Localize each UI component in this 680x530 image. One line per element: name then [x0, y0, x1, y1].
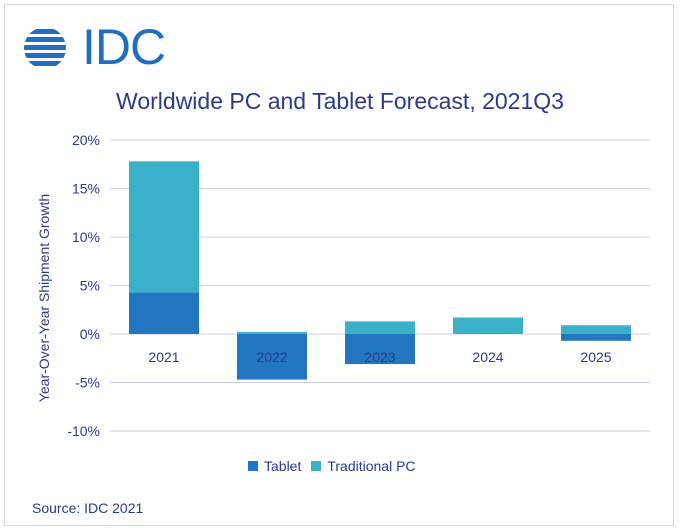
- bar-tablet-2025: [561, 334, 631, 341]
- legend-item-traditional-pc: Traditional PC: [311, 458, 416, 474]
- x-tick-label: 2022: [256, 349, 287, 365]
- bar-tablet-2023: [345, 334, 415, 365]
- source-note: Source: IDC 2021: [32, 500, 144, 516]
- logo-wordmark: IDC: [82, 19, 166, 75]
- legend-swatch-tablet: [248, 461, 258, 471]
- y-tick-label: -5%: [75, 375, 100, 391]
- y-tick-label: 15%: [72, 181, 100, 197]
- legend-swatch-traditional-pc: [311, 461, 322, 471]
- bar-traditional-pc-2021: [129, 161, 199, 293]
- bar-traditional-pc-2025: [561, 325, 631, 334]
- globe-icon: [24, 29, 66, 66]
- bar-traditional-pc-2024: [453, 317, 523, 334]
- x-tick-label: 2021: [148, 349, 179, 365]
- legend: Tablet Traditional PC: [248, 457, 426, 475]
- y-tick-labels: 20% 15% 10% 5% 0% -5% -10%: [67, 132, 100, 439]
- x-tick-labels: 2021 2022 2023 2024 2025: [148, 349, 611, 365]
- bar-tablet-2021: [129, 292, 199, 334]
- legend-label-tablet: Tablet: [264, 458, 302, 474]
- bars: [129, 161, 631, 380]
- y-tick-label: 20%: [72, 132, 100, 148]
- idc-logo: IDC: [22, 20, 172, 74]
- y-tick-label: -10%: [67, 423, 100, 439]
- x-tick-label: 2025: [580, 349, 611, 365]
- chart-title: Worldwide PC and Tablet Forecast, 2021Q3: [116, 88, 564, 114]
- x-tick-label: 2024: [472, 349, 503, 365]
- legend-label-traditional-pc: Traditional PC: [327, 458, 416, 474]
- bar-traditional-pc-2022: [237, 332, 307, 334]
- y-tick-label: 0%: [80, 326, 100, 342]
- bar-traditional-pc-2023: [345, 321, 415, 334]
- chart-frame: [4, 4, 674, 526]
- y-tick-label: 5%: [80, 278, 100, 294]
- x-tick-label: 2023: [364, 349, 395, 365]
- y-tick-label: 10%: [72, 229, 100, 245]
- bar-tablet-2022: [237, 334, 307, 380]
- legend-item-tablet: Tablet: [248, 458, 301, 474]
